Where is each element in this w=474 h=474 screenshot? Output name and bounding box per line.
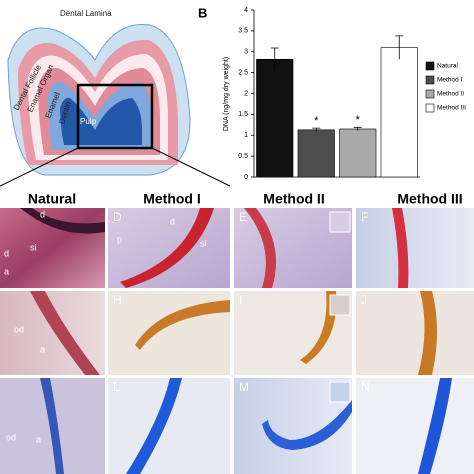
error-bar bbox=[312, 127, 321, 132]
column-header: Natural bbox=[28, 191, 76, 207]
tissue-label: p bbox=[117, 234, 122, 244]
tissue-label: d bbox=[40, 209, 45, 219]
panel-label: B bbox=[198, 5, 207, 20]
panel-letter: F bbox=[361, 210, 368, 224]
column-header: Method II bbox=[263, 191, 324, 207]
panel-letter: I bbox=[239, 293, 242, 307]
y-tick-label: 4 bbox=[244, 7, 248, 14]
error-bar bbox=[395, 35, 404, 60]
legend-swatch bbox=[425, 75, 435, 85]
panel-letter: D bbox=[113, 210, 122, 224]
legend-label: Method III bbox=[437, 105, 466, 112]
y-tick-label: 1.5 bbox=[238, 111, 248, 118]
legend-label: Natural bbox=[437, 63, 459, 70]
tissue-label: a bbox=[40, 344, 45, 354]
column-header: Method III bbox=[397, 191, 462, 207]
y-tick-label: 2.5 bbox=[238, 69, 248, 76]
histology-row bbox=[0, 291, 474, 375]
y-tick-label: 3 bbox=[244, 49, 248, 56]
legend-label: Method II bbox=[437, 91, 464, 98]
tissue-label: si bbox=[200, 238, 207, 248]
legend-label: Method I bbox=[437, 77, 462, 84]
bar bbox=[339, 128, 377, 178]
tissue-label: od bbox=[14, 324, 24, 334]
tissue-label: a bbox=[36, 434, 41, 444]
chart: B DNA (ng/mg dry weight) 0 0.5 1 1.5 2 2.5 3 3.… bbox=[198, 5, 466, 180]
bar bbox=[380, 47, 418, 178]
legend-swatch bbox=[425, 89, 435, 99]
y-tick-label: 3.5 bbox=[238, 28, 248, 35]
error-bar bbox=[353, 126, 362, 131]
y-tick-label: 2 bbox=[244, 90, 248, 97]
y-tick-label: 1 bbox=[244, 132, 248, 139]
bar bbox=[256, 58, 294, 178]
tissue-label: a bbox=[4, 266, 9, 276]
significance-mark: * bbox=[356, 114, 361, 126]
diagram-label: Dental Lamina bbox=[60, 9, 112, 18]
panel-letter: E bbox=[239, 210, 247, 224]
tissue-label: od bbox=[6, 432, 16, 442]
histology-row bbox=[0, 378, 474, 474]
legend-swatch bbox=[425, 103, 435, 113]
diagram-label: Pulp bbox=[80, 117, 97, 126]
tissue-label: si bbox=[30, 242, 37, 252]
significance-mark: * bbox=[314, 115, 319, 127]
y-axis-label: DNA (ng/mg dry weight) bbox=[223, 57, 230, 131]
y-tick-label: 0 bbox=[244, 174, 248, 181]
tooth-diagram: Dental Lamina Dental Follicle Enamel Org… bbox=[0, 9, 231, 187]
tissue-label: d bbox=[4, 248, 9, 258]
panel-letter: H bbox=[113, 293, 122, 307]
panel-letter: L bbox=[113, 380, 120, 394]
legend-swatch bbox=[425, 61, 435, 71]
error-bar bbox=[270, 47, 279, 71]
panel-letter: M bbox=[239, 380, 249, 394]
tissue-label: d bbox=[170, 216, 175, 226]
histology-row bbox=[0, 208, 474, 288]
y-tick-label: 0.5 bbox=[238, 153, 248, 160]
column-header: Method I bbox=[143, 191, 201, 207]
panel-letter: N bbox=[361, 380, 370, 394]
panel-letter: J bbox=[361, 293, 367, 307]
bar bbox=[297, 129, 335, 178]
